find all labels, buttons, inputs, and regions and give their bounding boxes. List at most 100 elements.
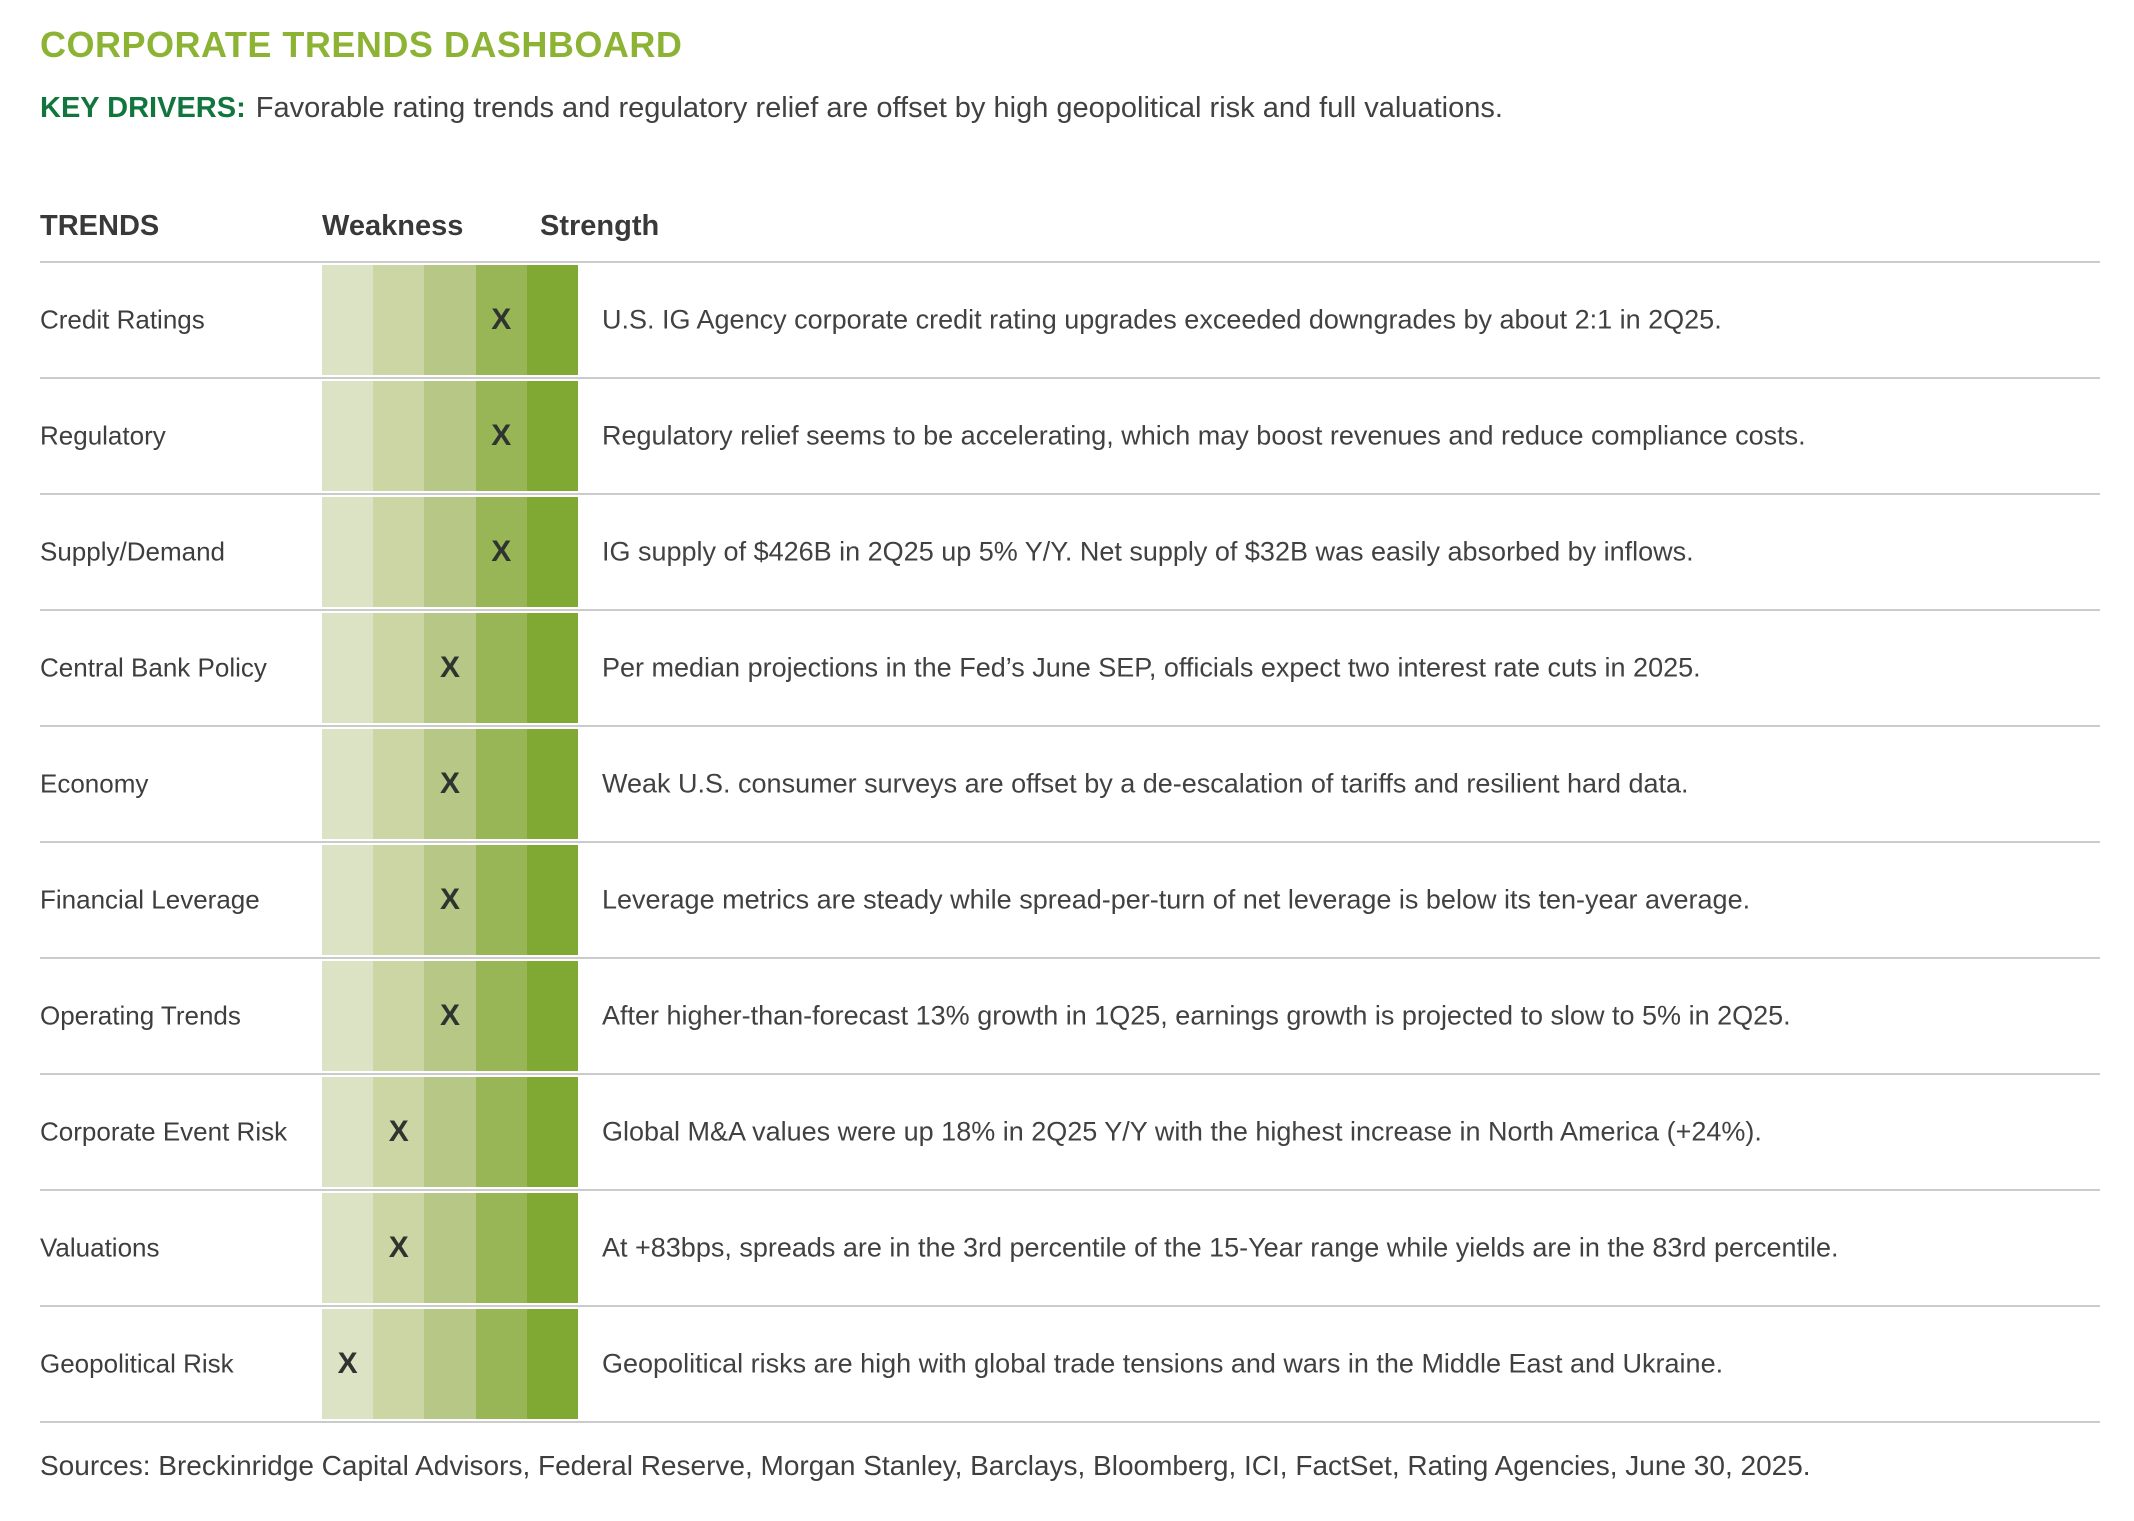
scale-cell: X [322,1309,374,1419]
scale-cell [526,1193,579,1303]
scale-cell [526,961,579,1071]
trend-description: At +83bps, spreads are in the 3rd percen… [602,1232,1839,1263]
scale-cell [526,613,579,723]
x-marker: X [337,1347,358,1380]
scale-cell: X [475,265,527,375]
rating-scale: X [322,1309,579,1419]
scale-cell: X [424,845,476,955]
scale-cell [424,265,476,375]
scale-cell [475,729,527,839]
x-marker: X [491,419,512,452]
table-row: Operating Trends X After higher-than-for… [40,959,2100,1075]
rating-scale: X [322,1077,579,1187]
scale-cell [475,845,527,955]
table-row: Valuations X At +83bps, spreads are in t… [40,1191,2100,1307]
x-marker: X [439,651,461,684]
rating-scale: X [322,265,579,375]
scale-cell [475,1193,527,1303]
table-row: Corporate Event Risk X Global M&A values… [40,1075,2100,1191]
trend-description: Weak U.S. consumer surveys are offset by… [602,768,1689,799]
scale-cell [424,1309,476,1419]
scale-cell: X [475,497,527,607]
header-weakness: Weakness [322,210,464,242]
scale-cell [322,729,374,839]
scale-cell [373,845,425,955]
scale-cell [424,497,476,607]
scale-cell [373,497,425,607]
scale-cell [526,497,579,607]
scale-cell [526,1309,579,1419]
trend-description: Per median projections in the Fed’s June… [602,652,1701,683]
rating-scale: X [322,729,579,839]
rating-scale: X [322,961,579,1071]
rating-scale: X [322,381,579,491]
scale-cell [373,381,425,491]
trend-description: Regulatory relief seems to be accelerati… [602,420,1806,451]
trend-label: Supply/Demand [40,536,225,567]
scale-cell [424,381,476,491]
trend-label: Central Bank Policy [40,652,267,683]
x-marker: X [439,883,461,916]
table-row: Supply/Demand X IG supply of $426B in 2Q… [40,495,2100,611]
x-marker: X [388,1115,409,1148]
scale-cell: X [424,613,476,723]
x-marker: X [388,1231,409,1264]
scale-cell [373,729,425,839]
table-row: Economy X Weak U.S. consumer surveys are… [40,727,2100,843]
trend-description: After higher-than-forecast 13% growth in… [602,1000,1791,1031]
x-marker: X [439,767,461,800]
scale-cell [475,961,527,1071]
scale-cell [322,381,374,491]
scale-cell [475,1309,527,1419]
scale-cell [322,265,374,375]
scale-cell [475,1077,527,1187]
key-drivers-label: KEY DRIVERS: [40,92,246,124]
header-trends: TRENDS [40,210,160,242]
scale-cell [526,265,579,375]
rating-scale: X [322,613,579,723]
table-row: Central Bank Policy X Per median project… [40,611,2100,727]
scale-cell: X [373,1077,425,1187]
rating-scale: X [322,497,579,607]
trend-label: Corporate Event Risk [40,1116,288,1147]
trend-label: Valuations [40,1232,160,1263]
rating-scale: X [322,845,579,955]
scale-cell [373,961,425,1071]
table-row: Credit Ratings X U.S. IG Agency corporat… [40,263,2100,379]
scale-cell: X [475,381,527,491]
trend-description: IG supply of $426B in 2Q25 up 5% Y/Y. Ne… [602,536,1694,567]
scale-cell [322,497,374,607]
scale-cell [526,381,579,491]
trend-description: Leverage metrics are steady while spread… [602,884,1751,915]
header-strength: Strength [540,210,660,242]
trends-table: Credit Ratings X U.S. IG Agency corporat… [40,261,2100,1423]
trend-description: U.S. IG Agency corporate credit rating u… [602,304,1722,335]
scale-cell [322,961,374,1071]
scale-cell [526,845,579,955]
scale-cell: X [424,729,476,839]
table-row: Financial Leverage X Leverage metrics ar… [40,843,2100,959]
column-headers: TRENDS Weakness Strength [0,210,2134,250]
trend-label: Operating Trends [40,1000,241,1031]
scale-cell [475,613,527,723]
scale-cell [322,845,374,955]
x-marker: X [439,999,461,1032]
page-title: CORPORATE TRENDS DASHBOARD [40,24,683,65]
table-row: Regulatory X Regulatory relief seems to … [40,379,2100,495]
scale-cell: X [373,1193,425,1303]
table-row: Geopolitical Risk X Geopolitical risks a… [40,1307,2100,1423]
key-drivers-line: KEY DRIVERS: Favorable rating trends and … [40,92,1503,125]
scale-cell [526,1077,579,1187]
scale-cell [322,1077,374,1187]
trend-label: Geopolitical Risk [40,1348,234,1379]
trend-description: Global M&A values were up 18% in 2Q25 Y/… [602,1116,1762,1147]
trend-description: Geopolitical risks are high with global … [602,1348,1724,1379]
x-marker: X [491,535,512,568]
scale-cell [373,265,425,375]
rating-scale: X [322,1193,579,1303]
trend-label: Financial Leverage [40,884,260,915]
scale-cell [424,1077,476,1187]
x-marker: X [491,303,512,336]
scale-cell [373,613,425,723]
